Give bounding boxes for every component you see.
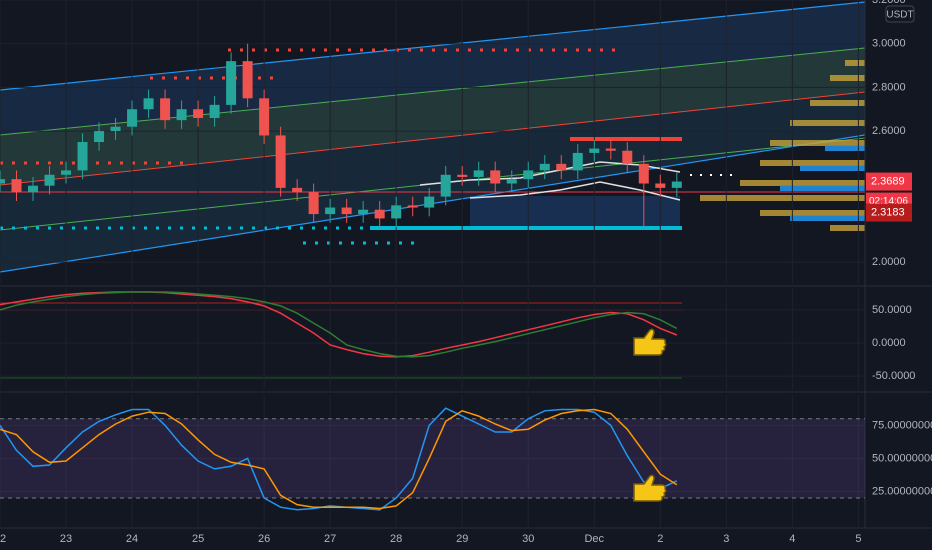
y-tick-label: 2.8000 (872, 81, 906, 93)
countdown-label: 02:14:06 (869, 196, 908, 207)
thumb-icon (633, 474, 667, 502)
x-tick-label: 27 (324, 533, 336, 545)
candle-body (94, 131, 105, 142)
thumb-icon (633, 328, 667, 356)
candle-body (11, 179, 22, 193)
channel-center (0, 91, 865, 186)
price-mark-box (866, 203, 912, 222)
x-tick-label: 5 (855, 533, 861, 545)
range-box (470, 196, 680, 228)
candle-body (407, 205, 418, 208)
y-tick-label: 2.0000 (872, 256, 906, 268)
candle-body (160, 98, 171, 121)
x-tick-label: 3 (723, 533, 729, 545)
x-tick-label: 30 (522, 533, 534, 545)
candle-body (556, 163, 567, 171)
x-tick-label: 28 (390, 533, 402, 545)
candle-body (110, 126, 121, 132)
candle-body (275, 135, 286, 188)
y-tick-label: -50.0000 (872, 370, 915, 382)
x-tick-label: 25 (192, 533, 204, 545)
candle-body (77, 142, 88, 171)
channel-top (0, 1, 865, 91)
series-line (0, 408, 678, 510)
x-tick-label: 22 (0, 533, 6, 545)
candle-body (655, 183, 666, 188)
y-tick-label: 50.00000000 (872, 452, 932, 464)
candle-body (209, 104, 220, 118)
y-tick-label: 50.0000 (872, 304, 912, 316)
candle-body (589, 148, 600, 153)
y-tick-label: 3.0000 (872, 38, 906, 50)
candle-body (638, 163, 649, 184)
x-tick-label: Dec (584, 533, 604, 545)
candle-body (242, 61, 253, 99)
candle-body (374, 209, 385, 219)
candle-body (391, 205, 402, 219)
volume-profile (700, 60, 865, 231)
channel-upper-mid (0, 47, 865, 136)
volume-profile-blue (780, 145, 865, 221)
candle-body (440, 174, 451, 197)
y-tick-label: 0.0000 (872, 337, 906, 349)
x-tick-label: 24 (126, 533, 138, 545)
band-fill (0, 418, 865, 498)
candle-body (292, 187, 303, 193)
x-tick-label: 26 (258, 533, 270, 545)
candle-body (490, 170, 501, 184)
series-line (0, 291, 678, 358)
x-tick-label: 2 (657, 533, 663, 545)
candle-body (226, 61, 237, 105)
y-tick-label: 25.00000000 (872, 485, 932, 497)
candle-body (539, 163, 550, 171)
candle-body (605, 148, 616, 151)
envelope-lower (469, 181, 681, 201)
candle-body (176, 109, 187, 121)
currency-box (885, 5, 915, 23)
candle-body (308, 192, 319, 215)
channel-upper (0, 2, 865, 185)
x-tick-label: 4 (789, 533, 795, 545)
channel-mid (0, 48, 865, 185)
y-tick-label: 3.2000 (872, 0, 906, 6)
candle-body (44, 174, 55, 186)
last-price-box (866, 172, 912, 191)
candle-body (259, 98, 270, 136)
candle-body (325, 207, 336, 215)
candle-body (127, 109, 138, 127)
y-tick-label: 75.00000000 (872, 419, 932, 431)
candle-body (457, 174, 468, 177)
currency: USDT (886, 10, 913, 21)
candle-body (572, 152, 583, 171)
candle-body (143, 98, 154, 110)
candle-body (424, 196, 435, 208)
x-tick-label: 29 (456, 533, 468, 545)
y-tick-label: 2.6000 (872, 125, 906, 137)
candle-body (341, 207, 352, 215)
candle-body (671, 181, 682, 188)
candle-body (506, 179, 517, 184)
candle-body (61, 170, 72, 175)
candle-body (28, 185, 39, 193)
x-tick-label: 23 (60, 533, 72, 545)
candle-body (622, 150, 633, 164)
candle-body (193, 109, 204, 118)
last-price-label: 2.3689 (871, 175, 905, 187)
series-line (0, 291, 678, 358)
regression-channel (0, 1, 865, 273)
price-mark-label: 2.3183 (871, 206, 905, 218)
candle-body (473, 170, 484, 177)
candle-body (0, 179, 5, 184)
candle-body (523, 170, 534, 180)
candle-body (358, 209, 369, 215)
